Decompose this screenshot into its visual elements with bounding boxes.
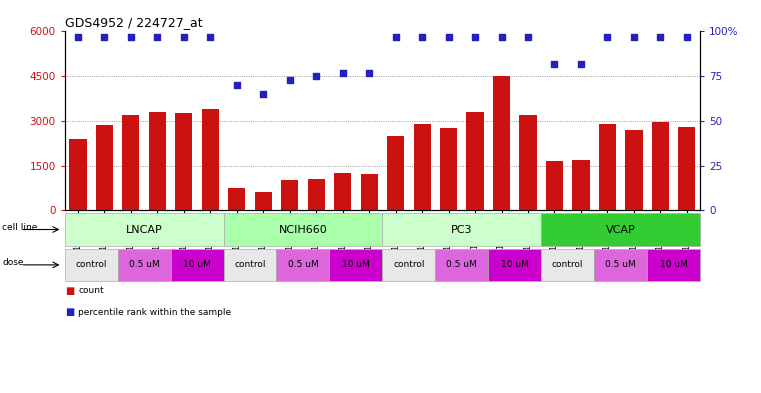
Bar (413, 124, 431, 210)
Point (522, 34, 534, 40)
Text: control: control (393, 261, 425, 269)
Bar (387, 136, 404, 210)
Point (336, 70, 349, 76)
Text: 10 uM: 10 uM (342, 261, 370, 269)
Bar (255, 192, 272, 210)
Text: 0.5 uM: 0.5 uM (605, 261, 636, 269)
Bar (123, 115, 139, 210)
Text: control: control (234, 261, 266, 269)
Text: 0.5 uM: 0.5 uM (129, 261, 160, 269)
Text: PC3: PC3 (451, 224, 473, 235)
Bar (493, 76, 510, 210)
Text: 10 uM: 10 uM (183, 261, 211, 269)
Point (416, 34, 428, 40)
Bar (281, 180, 298, 210)
Bar (334, 173, 352, 210)
Point (98, 34, 110, 40)
Point (284, 77, 296, 83)
Point (390, 34, 402, 40)
Point (151, 34, 164, 40)
Text: GDS4952 / 224727_at: GDS4952 / 224727_at (65, 16, 202, 29)
Bar (96, 125, 113, 210)
Point (601, 34, 613, 40)
Bar (175, 114, 193, 210)
Bar (572, 160, 590, 210)
Point (125, 34, 137, 40)
Bar (626, 130, 642, 210)
Text: cell line: cell line (2, 223, 37, 232)
Text: 0.5 uM: 0.5 uM (288, 261, 318, 269)
Point (310, 73, 323, 79)
Bar (228, 188, 245, 210)
Bar (599, 124, 616, 210)
Point (549, 61, 561, 67)
Text: NCIH660: NCIH660 (279, 224, 327, 235)
Point (681, 34, 693, 40)
Bar (466, 112, 484, 210)
Bar (202, 109, 219, 210)
Text: percentile rank within the sample: percentile rank within the sample (78, 308, 231, 317)
Text: 0.5 uM: 0.5 uM (447, 261, 477, 269)
Text: dose: dose (2, 259, 24, 267)
Bar (440, 128, 457, 210)
Point (363, 70, 375, 76)
Bar (520, 115, 537, 210)
Bar (678, 127, 696, 210)
Text: 10 uM: 10 uM (660, 261, 688, 269)
Point (72, 34, 84, 40)
Point (442, 34, 454, 40)
Point (257, 91, 269, 97)
Bar (361, 174, 377, 210)
Bar (148, 112, 166, 210)
Text: VCAP: VCAP (606, 224, 635, 235)
Text: control: control (552, 261, 584, 269)
Point (495, 34, 508, 40)
Text: 10 uM: 10 uM (501, 261, 529, 269)
Text: LNCAP: LNCAP (126, 224, 163, 235)
Point (231, 82, 243, 88)
Point (178, 34, 190, 40)
Point (204, 34, 216, 40)
Point (654, 34, 667, 40)
Point (575, 61, 587, 67)
Bar (546, 161, 563, 210)
Text: ■: ■ (65, 286, 74, 296)
Text: ■: ■ (65, 307, 74, 318)
Text: control: control (75, 261, 107, 269)
Point (469, 34, 481, 40)
Point (628, 34, 640, 40)
Bar (69, 139, 87, 210)
Text: count: count (78, 286, 104, 295)
Bar (307, 179, 325, 210)
Bar (652, 122, 669, 210)
